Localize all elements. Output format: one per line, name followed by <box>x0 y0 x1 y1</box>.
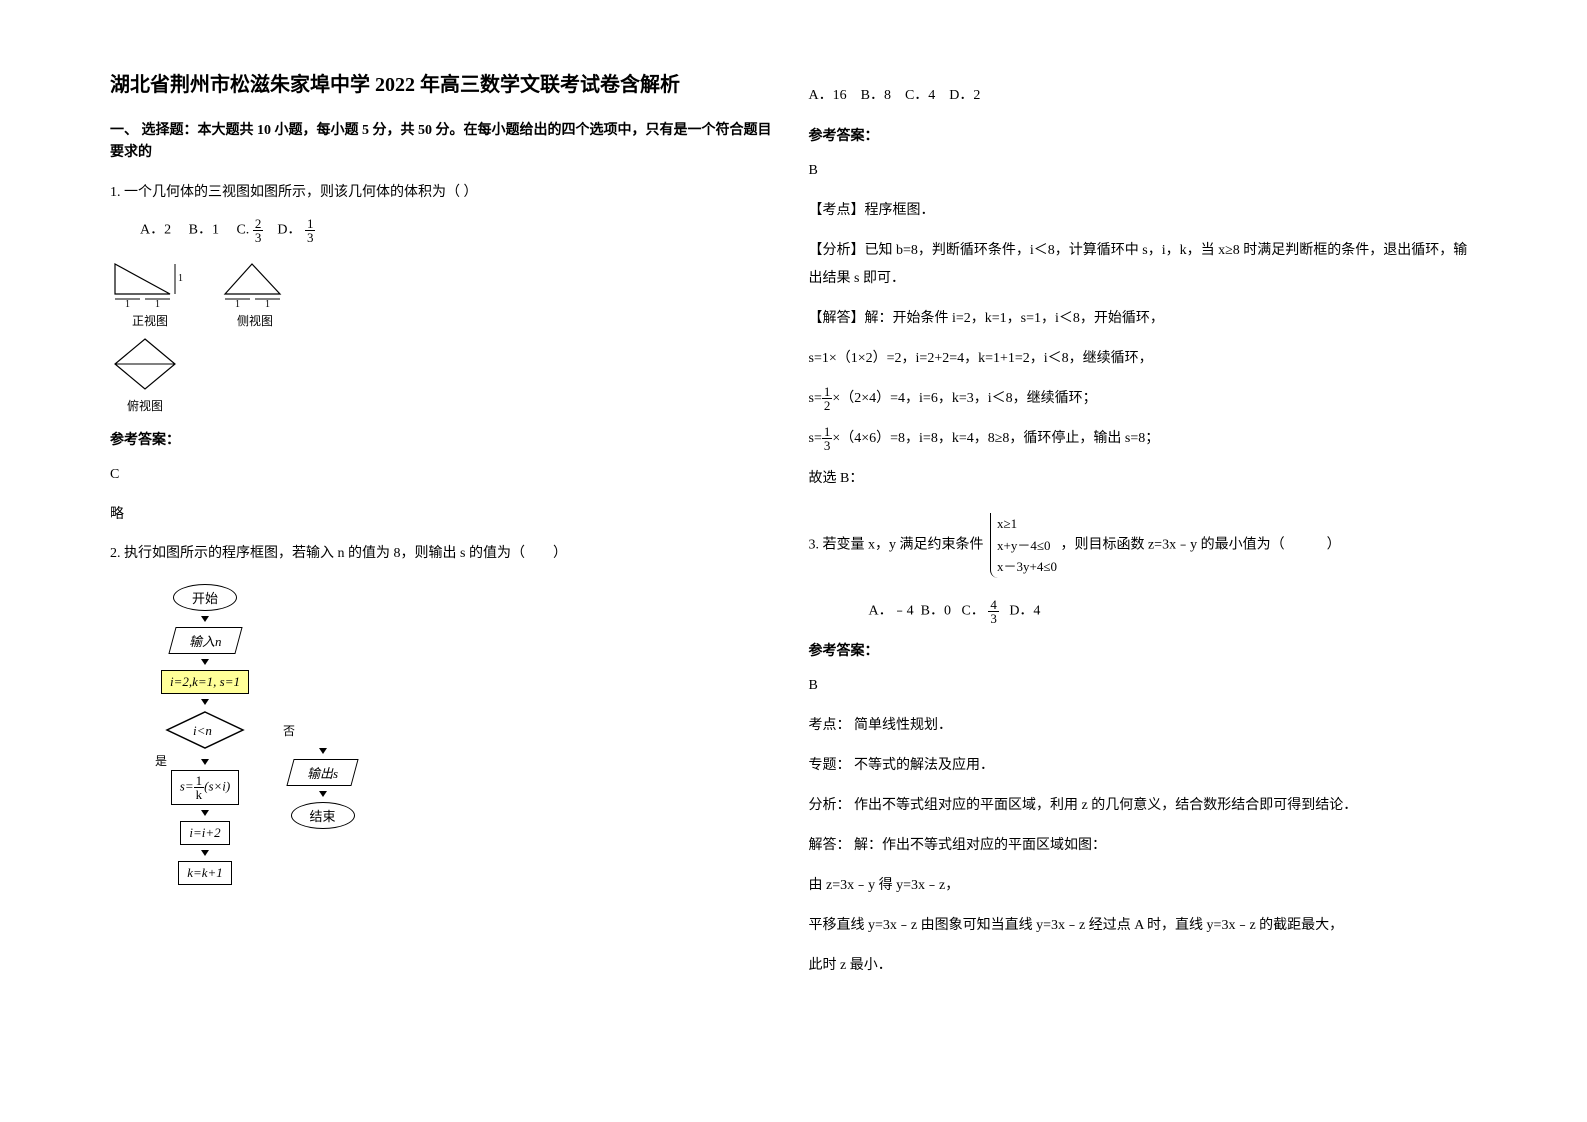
p3-line3: 此时 z 最小． <box>809 952 1478 980</box>
p3-answer: B <box>809 672 1478 700</box>
p2-step1: s=1×（1×2）=2，i=2+2=4，k=1+1=2，i＜8，继续循环， <box>809 345 1478 373</box>
option-b: B．1 <box>189 223 219 238</box>
svg-text:1: 1 <box>178 273 183 284</box>
right-column: A．16 B．8 C．4 D．2 参考答案： B 【考点】程序框图． 【分析】已… <box>794 70 1493 1092</box>
top-view-svg <box>110 334 180 394</box>
left-column: 湖北省荆州市松滋朱家埠中学 2022 年高三数学文联考试卷含解析 一、 选择题：… <box>95 70 794 1092</box>
top-view-label: 俯视图 <box>110 397 180 414</box>
option-a: A．2 <box>140 223 171 238</box>
p2-options: A．16 B．8 C．4 D．2 <box>809 82 1478 110</box>
side-view-label: 侧视图 <box>220 312 290 329</box>
p3-line1: 由 z=3x﹣y 得 y=3x﹣z， <box>809 872 1478 900</box>
p3-option-a: A．﹣4 <box>869 603 914 618</box>
constraint-bracket: x≥1 x+y－4≤0 x－3y+4≤0 <box>990 513 1057 578</box>
p3-option-c-prefix: C． <box>961 603 984 618</box>
problem-1-options: A．2 B．1 C. 2 3 D． 1 3 <box>140 217 779 244</box>
flow-start: 开始 <box>173 584 237 611</box>
p2-step3: s=13×（4×6）=8，i=8，k=4，8≥8，循环停止，输出 s=8； <box>809 425 1478 453</box>
p2-step2: s=12×（2×4）=4，i=6，k=3，i＜8，继续循环； <box>809 385 1478 413</box>
top-view: 俯视图 <box>110 334 180 414</box>
front-view-label: 正视图 <box>110 312 190 329</box>
p2-point: 【考点】程序框图． <box>809 197 1478 225</box>
side-view-svg: 1 1 <box>220 259 290 309</box>
flow-input: 输入n <box>168 627 242 654</box>
document-title: 湖北省荆州市松滋朱家埠中学 2022 年高三数学文联考试卷含解析 <box>110 70 779 100</box>
p3-line2: 平移直线 y=3x﹣z 由图象可知当直线 y=3x﹣z 经过点 A 时，直线 y… <box>809 912 1478 940</box>
problem-1: 1. 一个几何体的三视图如图所示，则该几何体的体积为（ ） <box>110 180 779 205</box>
three-view-diagram: 1 1 1 正视图 1 1 侧视图 <box>110 259 779 414</box>
p1-answer: C <box>110 461 779 489</box>
section-heading: 一、 选择题：本大题共 10 小题，每小题 5 分，共 50 分。在每小题给出的… <box>110 120 779 165</box>
svg-text:1: 1 <box>125 299 130 309</box>
view-bottom-row: 俯视图 <box>110 334 779 414</box>
flowchart-diagram: 开始 输入n i=2,k=1, s=1 i<n 是 否 <box>140 581 779 888</box>
p2-answer: B <box>809 157 1478 185</box>
p2-solve-label: 【解答】解：开始条件 i=2，k=1，s=1，i＜8，开始循环， <box>809 305 1478 333</box>
flow-init: i=2,k=1, s=1 <box>161 670 249 694</box>
problem-2-text: 2. 执行如图所示的程序框图，若输入 n 的值为 8，则输出 s 的值为（ ） <box>110 541 779 566</box>
p2-analysis: 【分析】已知 b=8，判断循环条件，i＜8，计算循环中 s，i，k，当 x≥8 … <box>809 237 1478 293</box>
svg-text:1: 1 <box>265 299 270 309</box>
answer-label-2: 参考答案： <box>809 125 1478 145</box>
flow-calc: s=1k(s×i) <box>171 770 239 805</box>
problem-3: 3. 若变量 x，y 满足约束条件 x≥1 x+y－4≤0 x－3y+4≤0 ，… <box>809 513 1478 578</box>
view-top-row: 1 1 1 正视图 1 1 侧视图 <box>110 259 779 329</box>
flow-inc-i: i=i+2 <box>180 821 229 845</box>
svg-text:1: 1 <box>155 299 160 309</box>
answer-label-1: 参考答案： <box>110 429 779 449</box>
problem-2: 2. 执行如图所示的程序框图，若输入 n 的值为 8，则输出 s 的值为（ ） <box>110 541 779 566</box>
flow-end: 结束 <box>291 802 355 829</box>
p3-option-d: D．4 <box>1009 603 1040 618</box>
problem-3-options: A．﹣4 B．0 C． 4 3 D．4 <box>869 598 1478 625</box>
p3-topic: 专题： 不等式的解法及应用． <box>809 752 1478 780</box>
p3-option-c-fraction: 4 3 <box>988 598 999 625</box>
problem-1-text: 1. 一个几何体的三视图如图所示，则该几何体的体积为（ ） <box>110 180 779 205</box>
flow-no: 否 <box>283 722 295 739</box>
p1-note: 略 <box>110 501 779 529</box>
p3-solve: 解答： 解：作出不等式组对应的平面区域如图： <box>809 832 1478 860</box>
p2-conclusion: 故选 B： <box>809 465 1478 493</box>
option-c-prefix: C. <box>236 223 249 238</box>
p3-option-b: B．0 <box>921 603 951 618</box>
option-d-prefix: D． <box>277 223 301 238</box>
flow-yes: 是 <box>155 752 167 769</box>
option-d-fraction: 1 3 <box>305 217 316 244</box>
flow-output: 输出s <box>286 759 358 786</box>
flow-diamond: i<n <box>165 710 245 750</box>
answer-label-3: 参考答案： <box>809 640 1478 660</box>
option-c-fraction: 2 3 <box>253 217 264 244</box>
front-view-svg: 1 1 1 <box>110 259 190 309</box>
svg-text:1: 1 <box>235 299 240 309</box>
svg-text:i<n: i<n <box>193 723 212 738</box>
flow-inc-k: k=k+1 <box>178 861 232 885</box>
p3-point: 考点： 简单线性规划． <box>809 712 1478 740</box>
p3-analysis: 分析： 作出不等式组对应的平面区域，利用 z 的几何意义，结合数形结合即可得到结… <box>809 792 1478 820</box>
side-view: 1 1 侧视图 <box>220 259 290 329</box>
front-view: 1 1 1 正视图 <box>110 259 190 329</box>
